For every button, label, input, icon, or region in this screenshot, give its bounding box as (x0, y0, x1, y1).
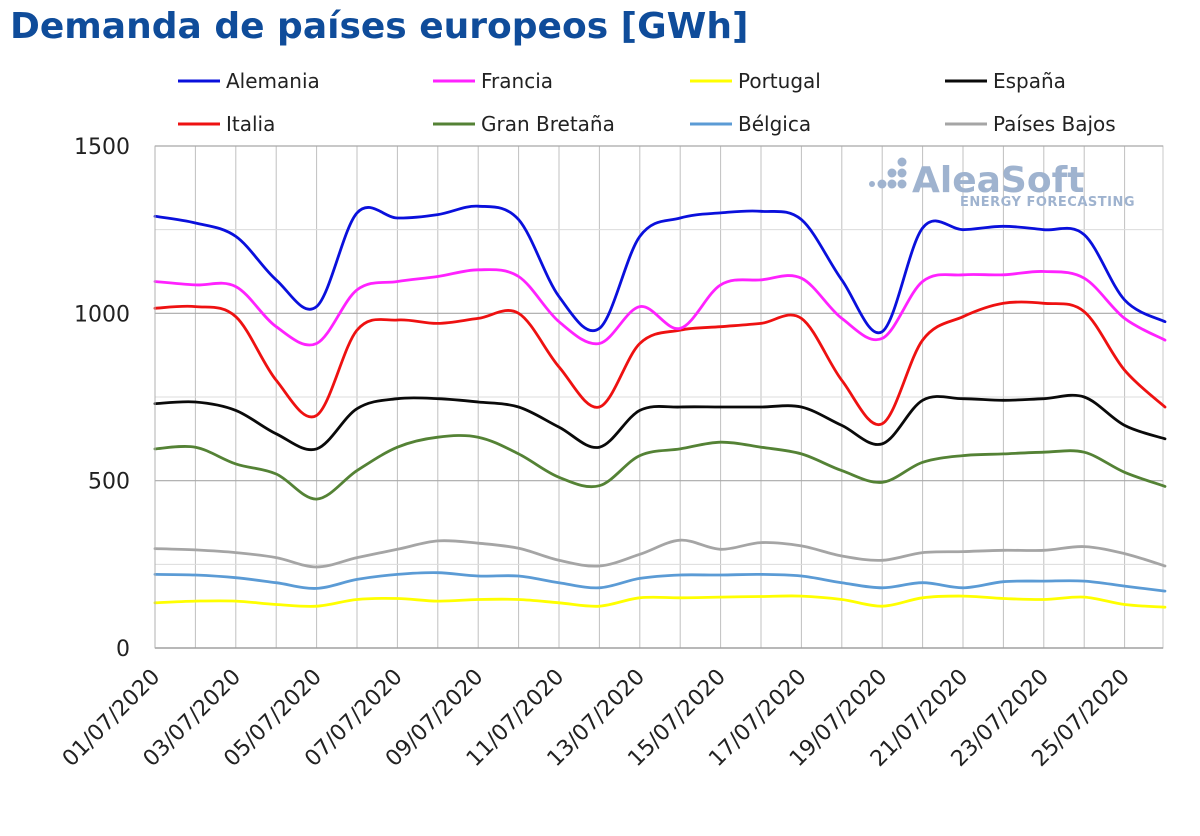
series-lines (153, 204, 1167, 609)
watermark-brand: AleaSoft (912, 160, 1084, 201)
series-line-gran-bretana (153, 434, 1167, 501)
y-tick-label: 0 (116, 637, 130, 662)
series-line-portugal (153, 594, 1167, 609)
watermark-tagline: ENERGY FORECASTING (960, 195, 1135, 210)
grid (154, 145, 1164, 649)
aleasoft-logo-icon (869, 157, 907, 189)
series-line-alemania (153, 204, 1167, 335)
series-line-espana (153, 393, 1167, 452)
y-tick-label: 500 (88, 470, 130, 495)
series-line-italia (153, 300, 1167, 427)
legend-label-paises-bajos: Países Bajos (993, 112, 1116, 136)
aleasoft-watermark: AleaSoft ENERGY FORECASTING (869, 157, 1135, 210)
chart-title: Demanda de países europeos [GWh] (10, 6, 749, 47)
legend-label-gran-bretana: Gran Bretaña (481, 112, 615, 136)
series-line-belgica (153, 571, 1167, 593)
legend-label-italia: Italia (226, 112, 275, 136)
legend-label-alemania: Alemania (226, 69, 320, 93)
y-tick-label: 1000 (74, 302, 130, 327)
legend-label-belgica: Bélgica (738, 112, 811, 136)
series-line-francia (153, 268, 1167, 347)
legend-label-portugal: Portugal (738, 69, 821, 93)
legend-label-espana: España (993, 69, 1066, 93)
legend-label-francia: Francia (481, 69, 553, 93)
legend: Alemania Francia Portugal España Italia Gran … (178, 69, 1116, 136)
y-tick-label: 1500 (74, 135, 130, 160)
series-line-paises-bajos (153, 538, 1167, 569)
